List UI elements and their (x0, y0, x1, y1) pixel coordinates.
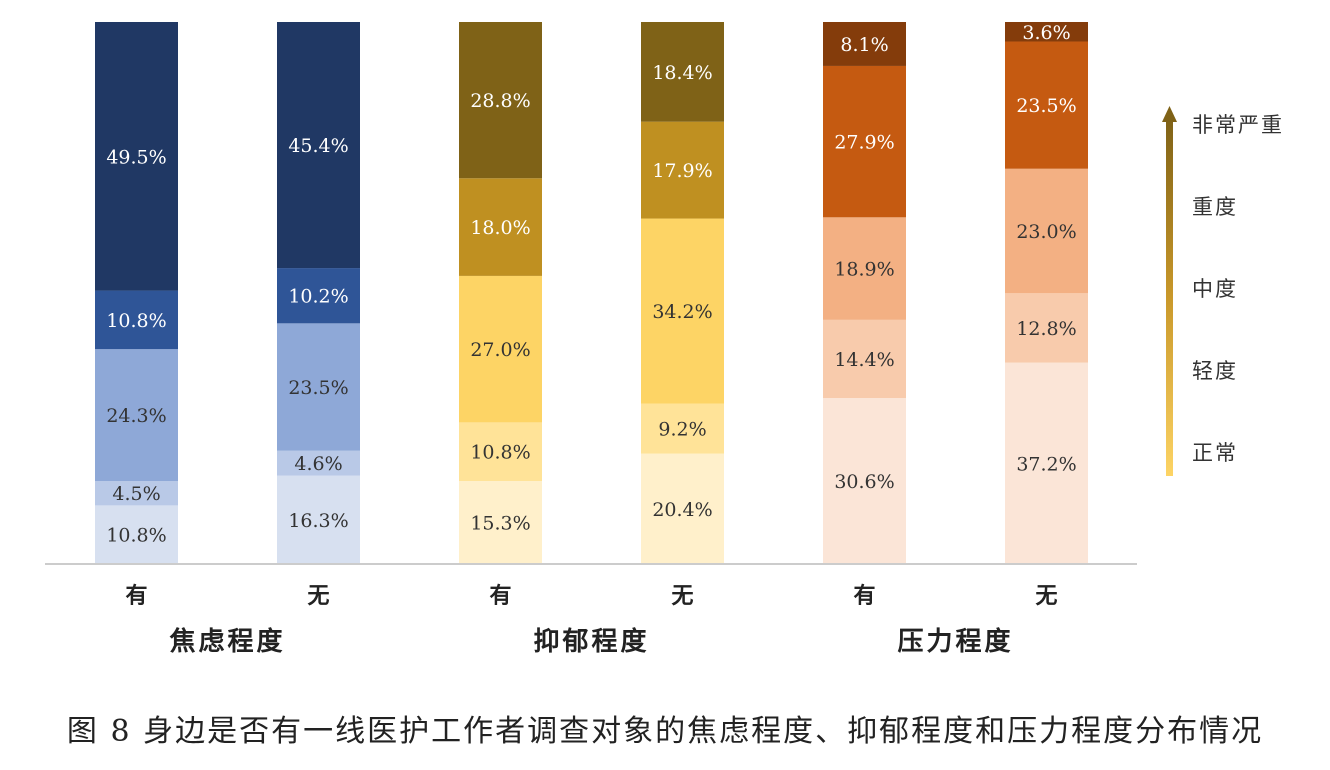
data-label: 49.5% (106, 146, 166, 168)
group-label: 压力程度 (897, 626, 1013, 657)
bar-segment (1005, 362, 1088, 564)
data-label: 10.8% (470, 442, 530, 464)
bar-segment (459, 275, 542, 423)
x-tick-label: 有 (125, 583, 147, 609)
bar-segment (641, 403, 724, 454)
data-label: 37.2% (1016, 453, 1076, 475)
data-label: 27.9% (834, 132, 894, 154)
data-label: 17.9% (652, 160, 712, 182)
group-label: 抑郁程度 (533, 626, 649, 657)
bar-segment (459, 22, 542, 179)
bar-segment (641, 22, 724, 122)
data-label: 23.5% (288, 377, 348, 399)
data-label: 4.5% (112, 483, 160, 505)
bar-segment (277, 475, 360, 564)
figure-caption: 图 8 身边是否有一线医护工作者调查对象的焦虑程度、抑郁程度和压力程度分布情况 (66, 714, 1264, 749)
x-tick-label: 无 (1035, 583, 1057, 609)
bar-segment (95, 349, 178, 481)
data-label: 18.4% (652, 62, 712, 84)
legend-gradient-bar (1166, 118, 1173, 476)
bar-segment (95, 480, 178, 506)
bar-segment (641, 121, 724, 219)
data-label: 10.2% (288, 286, 348, 308)
data-label: 24.3% (106, 405, 166, 427)
bar-segment (1005, 293, 1088, 363)
bar-segment (277, 450, 360, 476)
bar-segment (641, 218, 724, 404)
legend-label: 正常 (1192, 441, 1238, 465)
data-label: 27.0% (470, 339, 530, 361)
data-label: 14.4% (834, 349, 894, 371)
legend-label: 重度 (1192, 195, 1238, 219)
bar-segment (95, 505, 178, 564)
bar-segment (277, 323, 360, 451)
bar-segment (459, 480, 542, 564)
data-label: 10.8% (106, 525, 166, 547)
legend-label: 中度 (1192, 277, 1238, 301)
data-label: 4.6% (294, 453, 342, 475)
data-label: 15.3% (470, 513, 530, 535)
data-label: 28.8% (470, 90, 530, 112)
bar-segment (459, 178, 542, 276)
group-label: 焦虑程度 (169, 626, 285, 657)
bar-segment (1005, 168, 1088, 294)
data-label: 18.9% (834, 259, 894, 281)
bar-segment (277, 268, 360, 324)
x-tick-label: 有 (489, 583, 511, 609)
bar-segment (1005, 41, 1088, 169)
data-label: 8.1% (840, 34, 888, 56)
x-tick-label: 无 (307, 583, 329, 609)
legend: 正常 轻度 中度 重度 非常严重 (1162, 106, 1284, 476)
bar-segment (95, 22, 178, 291)
data-label: 12.8% (1016, 318, 1076, 340)
x-tick-label: 有 (853, 583, 875, 609)
bars-layer: 10.8% 4.5% 24.3% 10.8% 49.5% 16.3% 4.6% 23.5% 10… (95, 22, 1088, 564)
bar-segment (823, 397, 906, 564)
data-label: 23.5% (1016, 95, 1076, 117)
bar-segment (277, 22, 360, 269)
data-label: 10.8% (106, 310, 166, 332)
data-label: 23.0% (1016, 221, 1076, 243)
data-label: 16.3% (288, 510, 348, 532)
data-label: 3.6% (1022, 22, 1070, 44)
data-label: 9.2% (658, 419, 706, 441)
bar-segment (459, 422, 542, 481)
bar-segment (823, 22, 906, 66)
axis-layer: 有无焦虑程度有 无抑郁程度有 无压力程度 (125, 583, 1057, 657)
bar-segment (823, 319, 906, 398)
bar-segment (1005, 22, 1088, 42)
data-label: 34.2% (652, 301, 712, 323)
bar-segment (823, 65, 906, 218)
data-label: 18.0% (470, 217, 530, 239)
bar-segment (823, 217, 906, 320)
data-label: 45.4% (288, 135, 348, 157)
bar-segment (641, 453, 724, 564)
legend-arrow-head-icon (1162, 106, 1177, 122)
legend-label: 非常严重 (1192, 113, 1284, 137)
bar-segment (95, 290, 178, 350)
data-label: 20.4% (652, 499, 712, 521)
legend-label: 轻度 (1192, 359, 1238, 383)
data-label: 30.6% (834, 471, 894, 493)
x-tick-label: 无 (671, 583, 693, 609)
